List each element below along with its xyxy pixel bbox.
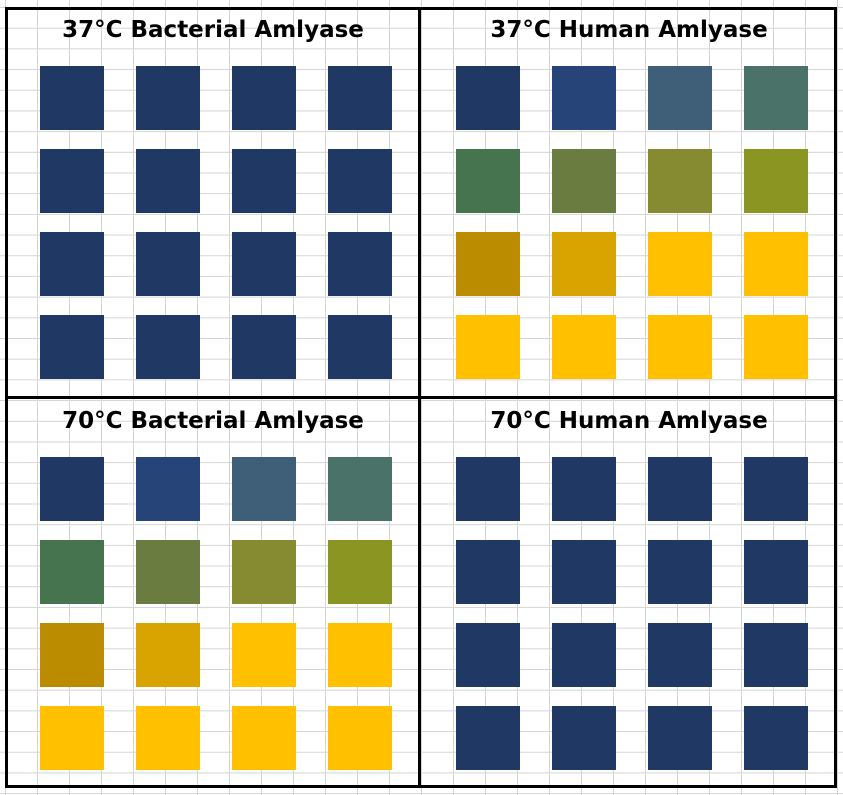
panel-37c-human: 37°C Human Amlyase [424,8,834,398]
panel-37c-bacterial: 37°C Bacterial Amlyase [8,8,418,398]
swatch-grid [40,457,395,775]
color-swatch [136,457,200,521]
color-swatch [456,623,520,687]
color-swatch [744,149,808,213]
color-swatch [648,315,712,379]
color-swatch [136,540,200,604]
color-swatch [328,232,392,296]
color-swatch [40,232,104,296]
color-swatch [744,457,808,521]
color-swatch [456,232,520,296]
color-swatch [232,706,296,770]
color-swatch [744,706,808,770]
color-swatch [552,149,616,213]
color-swatch [648,457,712,521]
color-swatch [232,540,296,604]
color-swatch [456,706,520,770]
swatch-grid [456,66,811,384]
color-swatch [456,149,520,213]
color-swatch [648,623,712,687]
color-swatch [456,457,520,521]
color-swatch [552,540,616,604]
color-swatch [328,706,392,770]
color-swatch [744,232,808,296]
panel-70c-human: 70°C Human Amlyase [424,399,834,789]
color-swatch [40,457,104,521]
color-swatch [232,149,296,213]
panel-title: 37°C Bacterial Amlyase [62,17,364,43]
color-swatch [232,315,296,379]
color-swatch [328,149,392,213]
color-swatch [136,232,200,296]
color-swatch [40,540,104,604]
color-swatch [552,232,616,296]
color-swatch [648,540,712,604]
color-swatch [232,623,296,687]
color-swatch [648,706,712,770]
color-swatch [40,66,104,130]
horizontal-divider [5,396,837,399]
panel-title: 70°C Human Amlyase [490,408,768,434]
color-swatch [456,540,520,604]
color-swatch [744,540,808,604]
color-swatch [456,66,520,130]
color-swatch [552,457,616,521]
color-swatch [40,315,104,379]
color-swatch [552,315,616,379]
color-swatch [136,706,200,770]
color-swatch [744,315,808,379]
color-swatch [328,457,392,521]
color-swatch [328,623,392,687]
color-swatch [328,66,392,130]
color-swatch [136,149,200,213]
color-swatch [456,315,520,379]
color-swatch [328,315,392,379]
color-swatch [744,623,808,687]
color-swatch [552,623,616,687]
swatch-grid [456,457,811,775]
color-swatch [136,315,200,379]
color-swatch [648,232,712,296]
swatch-grid [40,66,395,384]
panel-70c-bacterial: 70°C Bacterial Amlyase [8,399,418,789]
color-swatch [40,149,104,213]
panel-title: 37°C Human Amlyase [490,17,768,43]
color-swatch [648,149,712,213]
color-swatch [328,540,392,604]
color-swatch [232,232,296,296]
color-swatch [136,66,200,130]
panel-title: 70°C Bacterial Amlyase [62,408,364,434]
color-swatch [648,66,712,130]
color-swatch [40,623,104,687]
color-swatch [232,457,296,521]
color-swatch [232,66,296,130]
color-swatch [136,623,200,687]
color-swatch [552,706,616,770]
color-swatch [552,66,616,130]
color-swatch [744,66,808,130]
color-swatch [40,706,104,770]
